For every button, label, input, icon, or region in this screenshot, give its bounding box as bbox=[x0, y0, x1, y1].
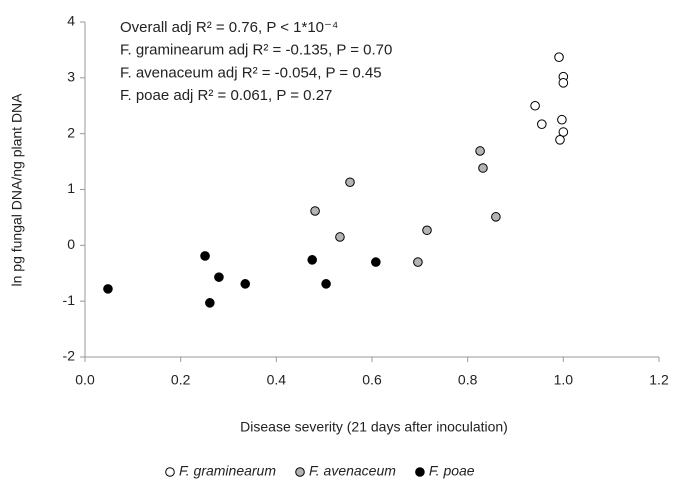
y-tick-label: 4 bbox=[67, 13, 75, 29]
point bbox=[478, 163, 488, 173]
point bbox=[321, 279, 331, 289]
y-tick-label: 2 bbox=[67, 124, 75, 140]
y-tick-label: -1 bbox=[63, 292, 76, 308]
x-tick-label: 1.2 bbox=[649, 372, 669, 388]
legend-marker bbox=[165, 467, 175, 477]
y-tick-label: 3 bbox=[67, 69, 75, 85]
legend-label: F. poae bbox=[429, 463, 475, 479]
annotation: F. graminearum adj R² = -0.135, P = 0.70 bbox=[120, 42, 392, 59]
point bbox=[491, 212, 501, 222]
x-tick-label: 0.0 bbox=[75, 372, 95, 388]
x-tick-label: 0.2 bbox=[171, 372, 191, 388]
point bbox=[214, 272, 224, 282]
x-axis-title: Disease severity (21 days after inoculat… bbox=[240, 419, 508, 435]
legend-label: F. graminearum bbox=[179, 463, 276, 479]
legend-label: F. avenaceum bbox=[309, 463, 396, 479]
y-tick-label: 0 bbox=[67, 236, 75, 252]
point bbox=[371, 257, 381, 267]
point bbox=[335, 232, 345, 242]
y-tick-label: 1 bbox=[67, 180, 75, 196]
x-tick-label: 1.0 bbox=[554, 372, 574, 388]
y-tick-label: -2 bbox=[63, 348, 76, 364]
annotation: Overall adj R² = 0.76, P < 1*10⁻⁴ bbox=[120, 19, 338, 36]
x-tick-label: 0.8 bbox=[458, 372, 478, 388]
point bbox=[240, 279, 251, 289]
legend-marker bbox=[415, 467, 425, 477]
point bbox=[205, 298, 215, 308]
point bbox=[345, 177, 355, 188]
point bbox=[557, 114, 567, 125]
point bbox=[537, 119, 547, 129]
point bbox=[307, 255, 318, 265]
point bbox=[200, 251, 210, 261]
x-tick-label: 0.4 bbox=[267, 372, 287, 388]
annotation: F. avenaceum adj R² = -0.054, P = 0.45 bbox=[120, 64, 382, 81]
point bbox=[530, 100, 540, 111]
point bbox=[555, 135, 565, 145]
point bbox=[422, 225, 432, 236]
point bbox=[558, 127, 569, 137]
x-tick-label: 0.6 bbox=[362, 372, 382, 388]
point bbox=[103, 284, 113, 294]
point bbox=[554, 52, 564, 62]
point bbox=[475, 146, 485, 156]
point bbox=[310, 206, 320, 216]
point bbox=[413, 257, 423, 267]
point bbox=[558, 78, 569, 88]
annotation: F. poae adj R² = 0.061, P = 0.27 bbox=[120, 87, 332, 104]
legend-marker bbox=[295, 467, 305, 477]
y-axis-title: ln pg fungal DNA/ng plant DNA bbox=[9, 93, 25, 287]
